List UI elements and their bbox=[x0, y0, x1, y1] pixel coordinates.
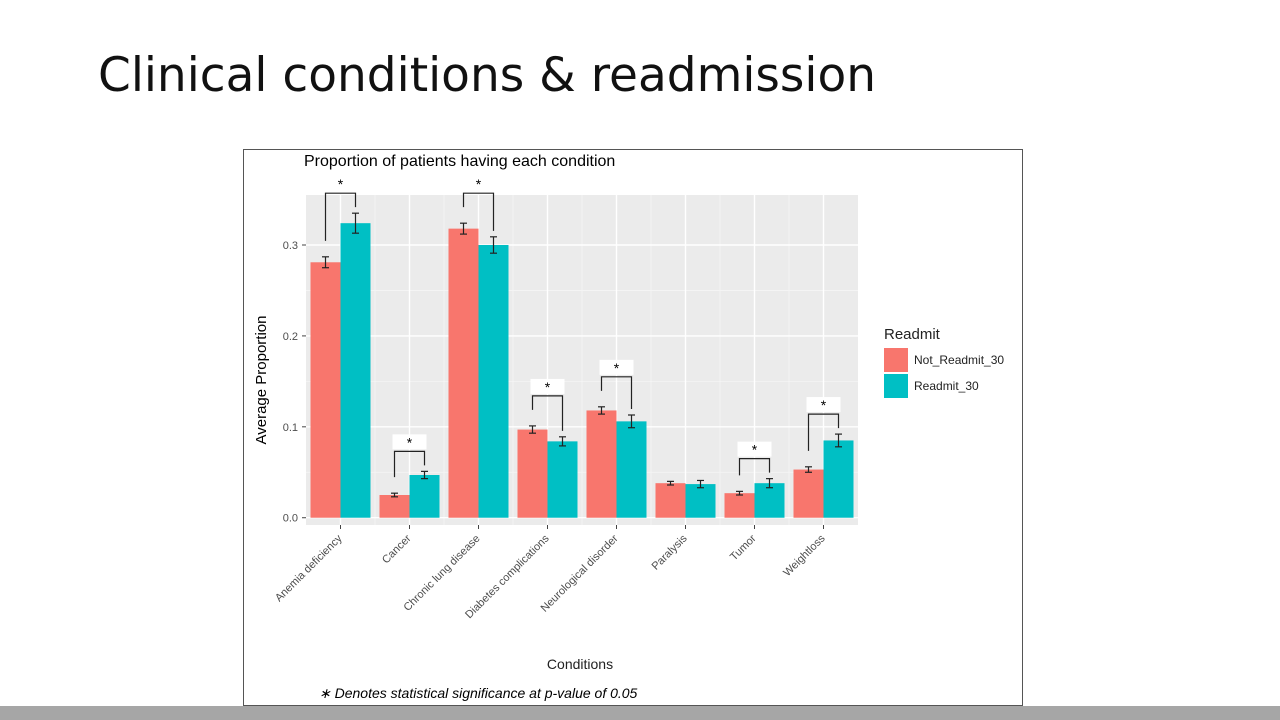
bar bbox=[517, 429, 548, 518]
footer-bar bbox=[0, 706, 1280, 720]
bar bbox=[754, 483, 785, 518]
significance-star: * bbox=[821, 397, 827, 413]
legend-title: Readmit bbox=[884, 326, 941, 343]
significance-label-box bbox=[530, 378, 565, 394]
significance-bracket bbox=[600, 376, 633, 409]
significance-bracket bbox=[393, 450, 426, 478]
significance-label-box bbox=[392, 434, 427, 450]
bar bbox=[823, 440, 854, 518]
bar bbox=[310, 262, 341, 518]
y-tick-label: 0.2 bbox=[283, 331, 298, 343]
x-tick-label: Tumor bbox=[728, 532, 759, 563]
x-axis-label: Conditions bbox=[547, 656, 613, 672]
slide-title: Clinical conditions & readmission bbox=[98, 48, 877, 103]
legend-label: Readmit_30 bbox=[914, 379, 979, 393]
legend-label: Not_Readmit_30 bbox=[914, 353, 1004, 367]
y-tick-label: 0.1 bbox=[283, 422, 298, 434]
significance-label-box bbox=[461, 176, 496, 192]
bar bbox=[448, 228, 479, 518]
x-tick-label: Neurological disorder bbox=[539, 532, 621, 614]
bar bbox=[616, 421, 647, 518]
bar bbox=[340, 223, 371, 518]
bar bbox=[409, 475, 440, 518]
significance-star: * bbox=[545, 379, 551, 395]
significance-label-box bbox=[323, 176, 358, 192]
bar bbox=[724, 493, 755, 518]
significance-label-box bbox=[737, 441, 772, 457]
bar bbox=[655, 483, 686, 518]
y-tick-label: 0.0 bbox=[283, 513, 298, 525]
bar bbox=[586, 410, 617, 518]
significance-bracket bbox=[531, 395, 564, 431]
y-tick-label: 0.3 bbox=[283, 240, 298, 252]
bar-chart: * * * * * * * 0.0 0.1 0.2 0.3 Anemia deficiency Ca… bbox=[253, 153, 1004, 701]
significance-bracket bbox=[324, 192, 357, 241]
significance-star: * bbox=[407, 434, 413, 450]
error-bars bbox=[322, 212, 842, 498]
bar bbox=[793, 469, 824, 518]
y-axis: 0.0 0.1 0.2 0.3 bbox=[283, 240, 306, 525]
bar bbox=[379, 495, 410, 518]
bar bbox=[478, 245, 509, 518]
bar bbox=[547, 441, 578, 518]
significance-star: * bbox=[338, 176, 344, 192]
legend-key bbox=[884, 348, 908, 372]
significance-bracket bbox=[462, 192, 495, 231]
x-tick-label: Chronic lung disease bbox=[401, 533, 482, 614]
significance-label-box bbox=[806, 397, 841, 413]
minor-gridlines bbox=[306, 195, 858, 525]
significance-label-box bbox=[599, 359, 634, 375]
bar bbox=[685, 484, 716, 518]
x-tick-label: Anemia deficiency bbox=[273, 532, 345, 604]
legend-key bbox=[884, 374, 908, 398]
x-tick-label: Cancer bbox=[380, 532, 414, 566]
bars bbox=[310, 223, 854, 518]
significance-star: * bbox=[614, 360, 620, 376]
significance-bracket bbox=[738, 458, 771, 476]
figure-frame: * * * * * * * 0.0 0.1 0.2 0.3 Anemia deficiency Ca… bbox=[243, 149, 1023, 706]
x-tick-label: Paralysis bbox=[650, 532, 690, 572]
footnote: ∗ Denotes statistical significance at p-… bbox=[319, 685, 638, 701]
legend: Not_Readmit_30 Readmit_30 bbox=[884, 348, 1004, 398]
x-tick-label: Weightloss bbox=[781, 532, 828, 579]
chart-title: Proportion of patients having each condi… bbox=[304, 153, 615, 170]
significance-annotations: * * * * * * * bbox=[323, 176, 841, 478]
significance-star: * bbox=[752, 442, 758, 458]
significance-bracket bbox=[807, 413, 840, 451]
y-axis-label: Average Proportion bbox=[253, 316, 270, 445]
significance-star: * bbox=[476, 176, 482, 192]
